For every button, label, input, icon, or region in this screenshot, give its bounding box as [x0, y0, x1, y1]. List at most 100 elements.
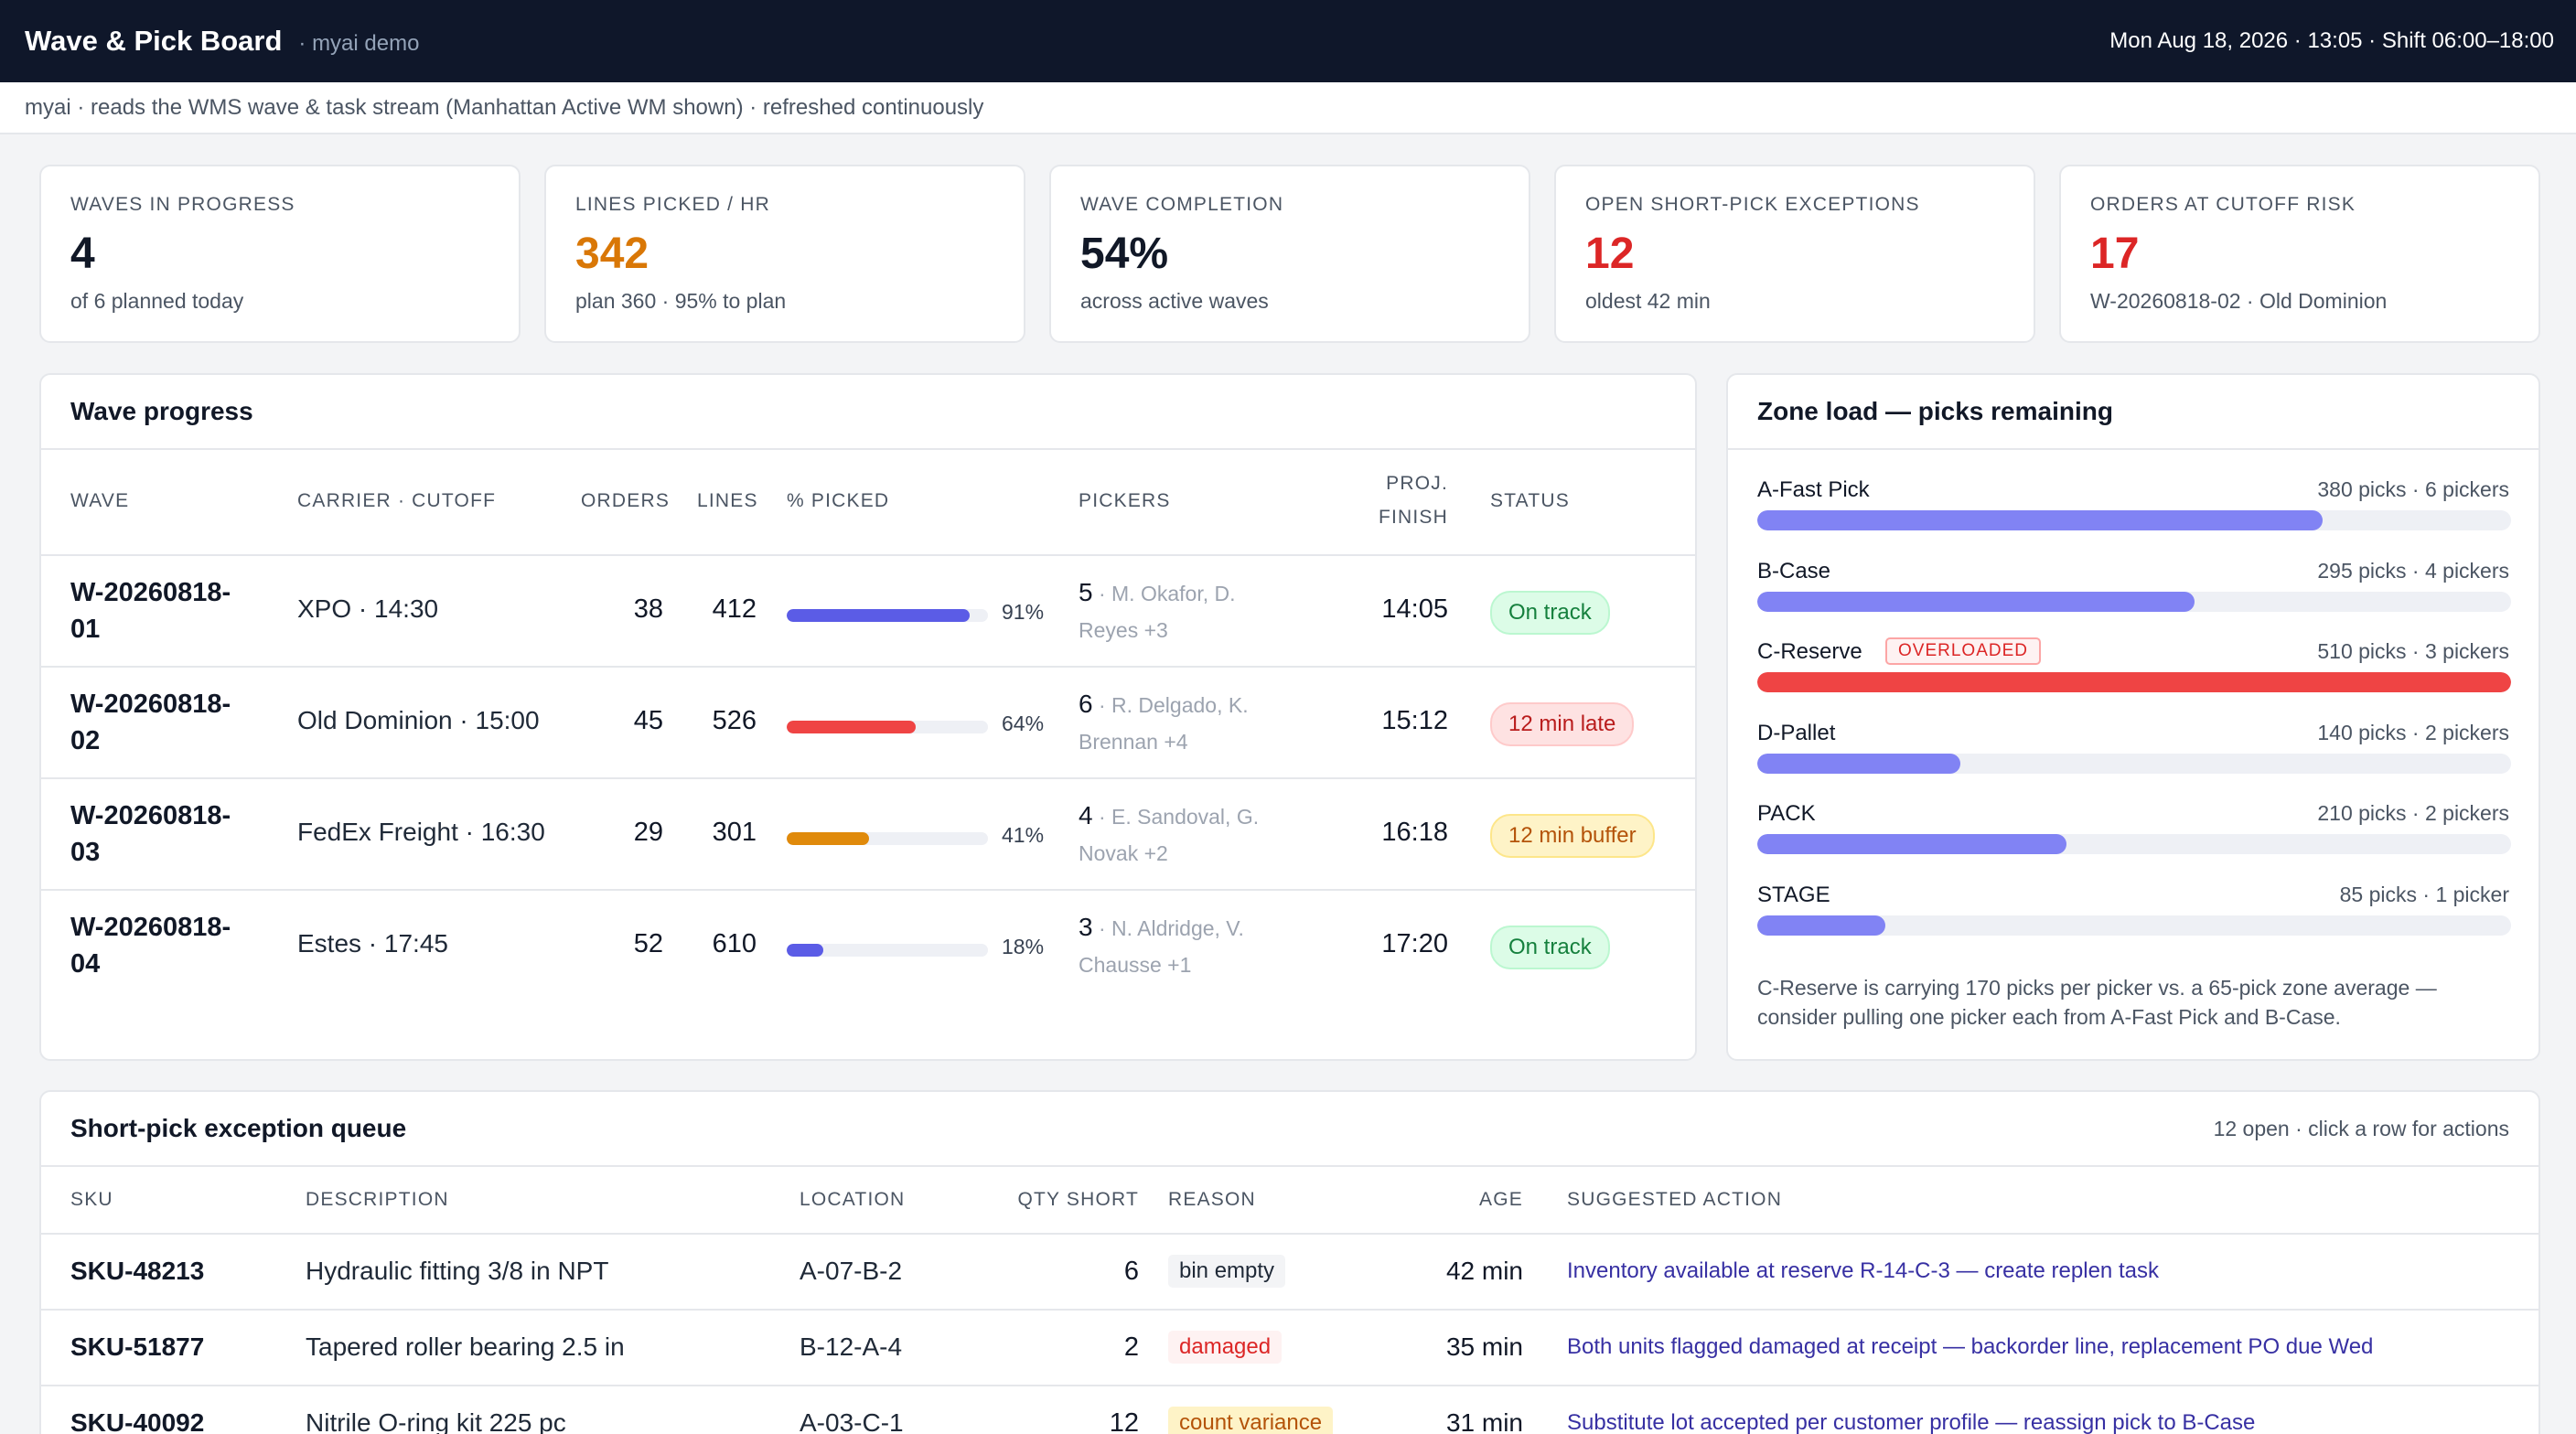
kpi-note: across active waves: [1080, 289, 1269, 313]
suggested-action-link[interactable]: Inventory available at reserve R-14-C-3 …: [1567, 1258, 2159, 1283]
zone-name: PACK: [1757, 801, 1816, 827]
orders-count: 45: [633, 706, 663, 735]
col-status: Status: [1490, 490, 1570, 511]
qty-short: 12: [1109, 1408, 1139, 1434]
exception-queue-panel: Short-pick exception queue 12 open · cli…: [39, 1090, 2540, 1434]
col-pickers: Pickers: [1079, 490, 1171, 511]
sku: SKU-51877: [70, 1332, 205, 1361]
lines-count: 301: [712, 818, 757, 847]
reason-badge: bin empty: [1168, 1255, 1286, 1288]
lines-count: 412: [712, 594, 757, 624]
wave-id-line: 03: [70, 838, 101, 867]
picker-names: Novak +2: [1079, 841, 1168, 865]
zone-name: D-Pallet: [1757, 720, 1836, 745]
zone-load-fill: [1757, 591, 2195, 612]
orders-count: 52: [633, 929, 663, 958]
zone-note-line: C-Reserve is carrying 170 picks per pick…: [1757, 976, 2437, 1000]
picked-percent: 41%: [1002, 823, 1045, 847]
zone-picks-pickers: 295 picks · 4 pickers: [2317, 558, 2509, 583]
col-lines: Lines: [697, 490, 758, 511]
sku: SKU-48213: [70, 1257, 205, 1285]
col-location: Location: [800, 1189, 906, 1210]
picked-progress-fill: [787, 944, 823, 957]
wave-table-header: Wave Carrier · Cutoff Orders Lines % Pic…: [41, 450, 1695, 554]
col-suggested-action: Suggested action: [1567, 1189, 1783, 1210]
sku: SKU-40092: [70, 1408, 205, 1434]
carrier-cutoff: Old Dominion · 15:00: [297, 706, 540, 734]
pickers-line: 6 · R. Delgado, K.: [1079, 686, 1249, 723]
pickers: 4 · E. Sandoval, G. Novak +2: [1079, 797, 1259, 872]
wave-id-line: 04: [70, 949, 101, 979]
reason-badge: count variance: [1168, 1407, 1334, 1434]
kpi-wave-completion: Wave completion 54% across active waves: [1049, 165, 1530, 343]
exception-row[interactable]: SKU-48213 Hydraulic fitting 3/8 in NPT A-0…: [41, 1233, 2538, 1309]
picked-percent: 91%: [1002, 600, 1045, 624]
reason-badge: damaged: [1168, 1331, 1283, 1364]
wave-id-line: 01: [70, 615, 101, 644]
panel-title: Zone load — picks remaining: [1757, 397, 2113, 425]
status-badge: On track: [1490, 926, 1610, 969]
kpi-value: 54%: [1080, 230, 1169, 278]
pickers-line: 4 · E. Sandoval, G.: [1079, 797, 1259, 835]
orders-count: 38: [633, 594, 663, 624]
picked-progress-bar: [787, 721, 988, 733]
lines-count: 610: [712, 929, 757, 958]
zone-picks-pickers: 510 picks · 3 pickers: [2317, 639, 2509, 664]
wave-id: W-20260818- 04: [70, 909, 231, 982]
kpi-note: plan 360 · 95% to plan: [575, 289, 787, 313]
zone-note: C-Reserve is carrying 170 picks per pick…: [1757, 973, 2437, 1032]
picker-names: Reyes +3: [1079, 618, 1168, 642]
qty-short: 2: [1123, 1332, 1139, 1362]
col-finish-line2: Finish: [1378, 507, 1448, 528]
suggested-action-link[interactable]: Both units flagged damaged at receipt — …: [1567, 1334, 2374, 1359]
zone-load-header: Zone load — picks remaining: [1728, 375, 2538, 450]
zone-picks-pickers: 210 picks · 2 pickers: [2317, 801, 2509, 826]
zone-row: C-Reserve OVERLOADED 510 picks · 3 pickers: [1728, 637, 2538, 712]
col-reason: Reason: [1168, 1189, 1256, 1210]
app-subtitle: · myai demo: [298, 31, 420, 56]
exception-row[interactable]: SKU-40092 Nitrile O-ring kit 225 pc A-03-C…: [41, 1385, 2538, 1434]
col-wave: Wave: [70, 490, 130, 511]
kpi-short-pick-exceptions: Open short-pick exceptions 12 oldest 42 …: [1554, 165, 2035, 343]
col-finish-line1: Proj.: [1386, 473, 1448, 494]
exception-row[interactable]: SKU-51877 Tapered roller bearing 2.5 in B-…: [41, 1309, 2538, 1385]
wave-row[interactable]: W-20260818- 03 FedEx Freight · 16:30 29 301 4…: [41, 777, 1695, 889]
suggested-action-link[interactable]: Substitute lot accepted per customer pro…: [1567, 1410, 2256, 1434]
panel-title: Wave progress: [70, 397, 253, 425]
source-text: myai · reads the WMS wave & task stream …: [25, 94, 984, 120]
wave-row[interactable]: W-20260818- 04 Estes · 17:45 52 610 18% 3 · N.…: [41, 889, 1695, 1001]
wave-id: W-20260818- 03: [70, 797, 231, 871]
kpi-note: of 6 planned today: [70, 289, 244, 313]
zone-load-bar: [1757, 753, 2511, 774]
wave-id-line: W-20260818-: [70, 578, 231, 607]
wave-id: W-20260818- 02: [70, 686, 231, 759]
qty-short: 6: [1123, 1257, 1139, 1286]
zone-load-bar: [1757, 915, 2511, 936]
picked-percent: 64%: [1002, 712, 1045, 735]
pickers: 5 · M. Okafor, D. Reyes +3: [1079, 574, 1236, 648]
zone-picks-pickers: 85 picks · 1 picker: [2339, 883, 2509, 906]
kpi-label: Waves in progress: [70, 194, 295, 215]
picker-names: Brennan +4: [1079, 730, 1188, 754]
zone-picks-pickers: 140 picks · 2 pickers: [2317, 720, 2509, 744]
location: B-12-A-4: [800, 1332, 903, 1361]
wave-row[interactable]: W-20260818- 01 XPO · 14:30 38 412 91% 5 · M. O…: [41, 554, 1695, 666]
zone-name: STAGE: [1757, 883, 1830, 907]
exception-count: 12 open · click a row for actions: [2213, 1116, 2509, 1140]
wave-id-line: 02: [70, 726, 101, 755]
wave-row[interactable]: W-20260818- 02 Old Dominion · 15:00 45 526 64…: [41, 666, 1695, 777]
age: 42 min: [1445, 1257, 1523, 1285]
kpi-label: Open short-pick exceptions: [1585, 194, 1920, 215]
pickers: 6 · R. Delgado, K. Brennan +4: [1079, 686, 1249, 760]
picked-progress-bar: [787, 944, 988, 957]
app-title: Wave & Pick Board: [25, 25, 283, 57]
col-orders: Orders: [581, 490, 671, 511]
date-shift: Mon Aug 18, 2026 · 13:05 · Shift 06:00–1…: [2109, 28, 2554, 53]
top-bar: Wave & Pick Board · myai demo Mon Aug 18…: [0, 0, 2576, 82]
description: Nitrile O-ring kit 225 pc: [306, 1408, 566, 1434]
zone-load-fill: [1757, 753, 1961, 774]
wave-id-line: W-20260818-: [70, 913, 231, 942]
age: 31 min: [1445, 1408, 1523, 1434]
zone-note-line: consider pulling one picker each from A-…: [1757, 1005, 2341, 1029]
picked-progress-fill: [787, 832, 870, 845]
